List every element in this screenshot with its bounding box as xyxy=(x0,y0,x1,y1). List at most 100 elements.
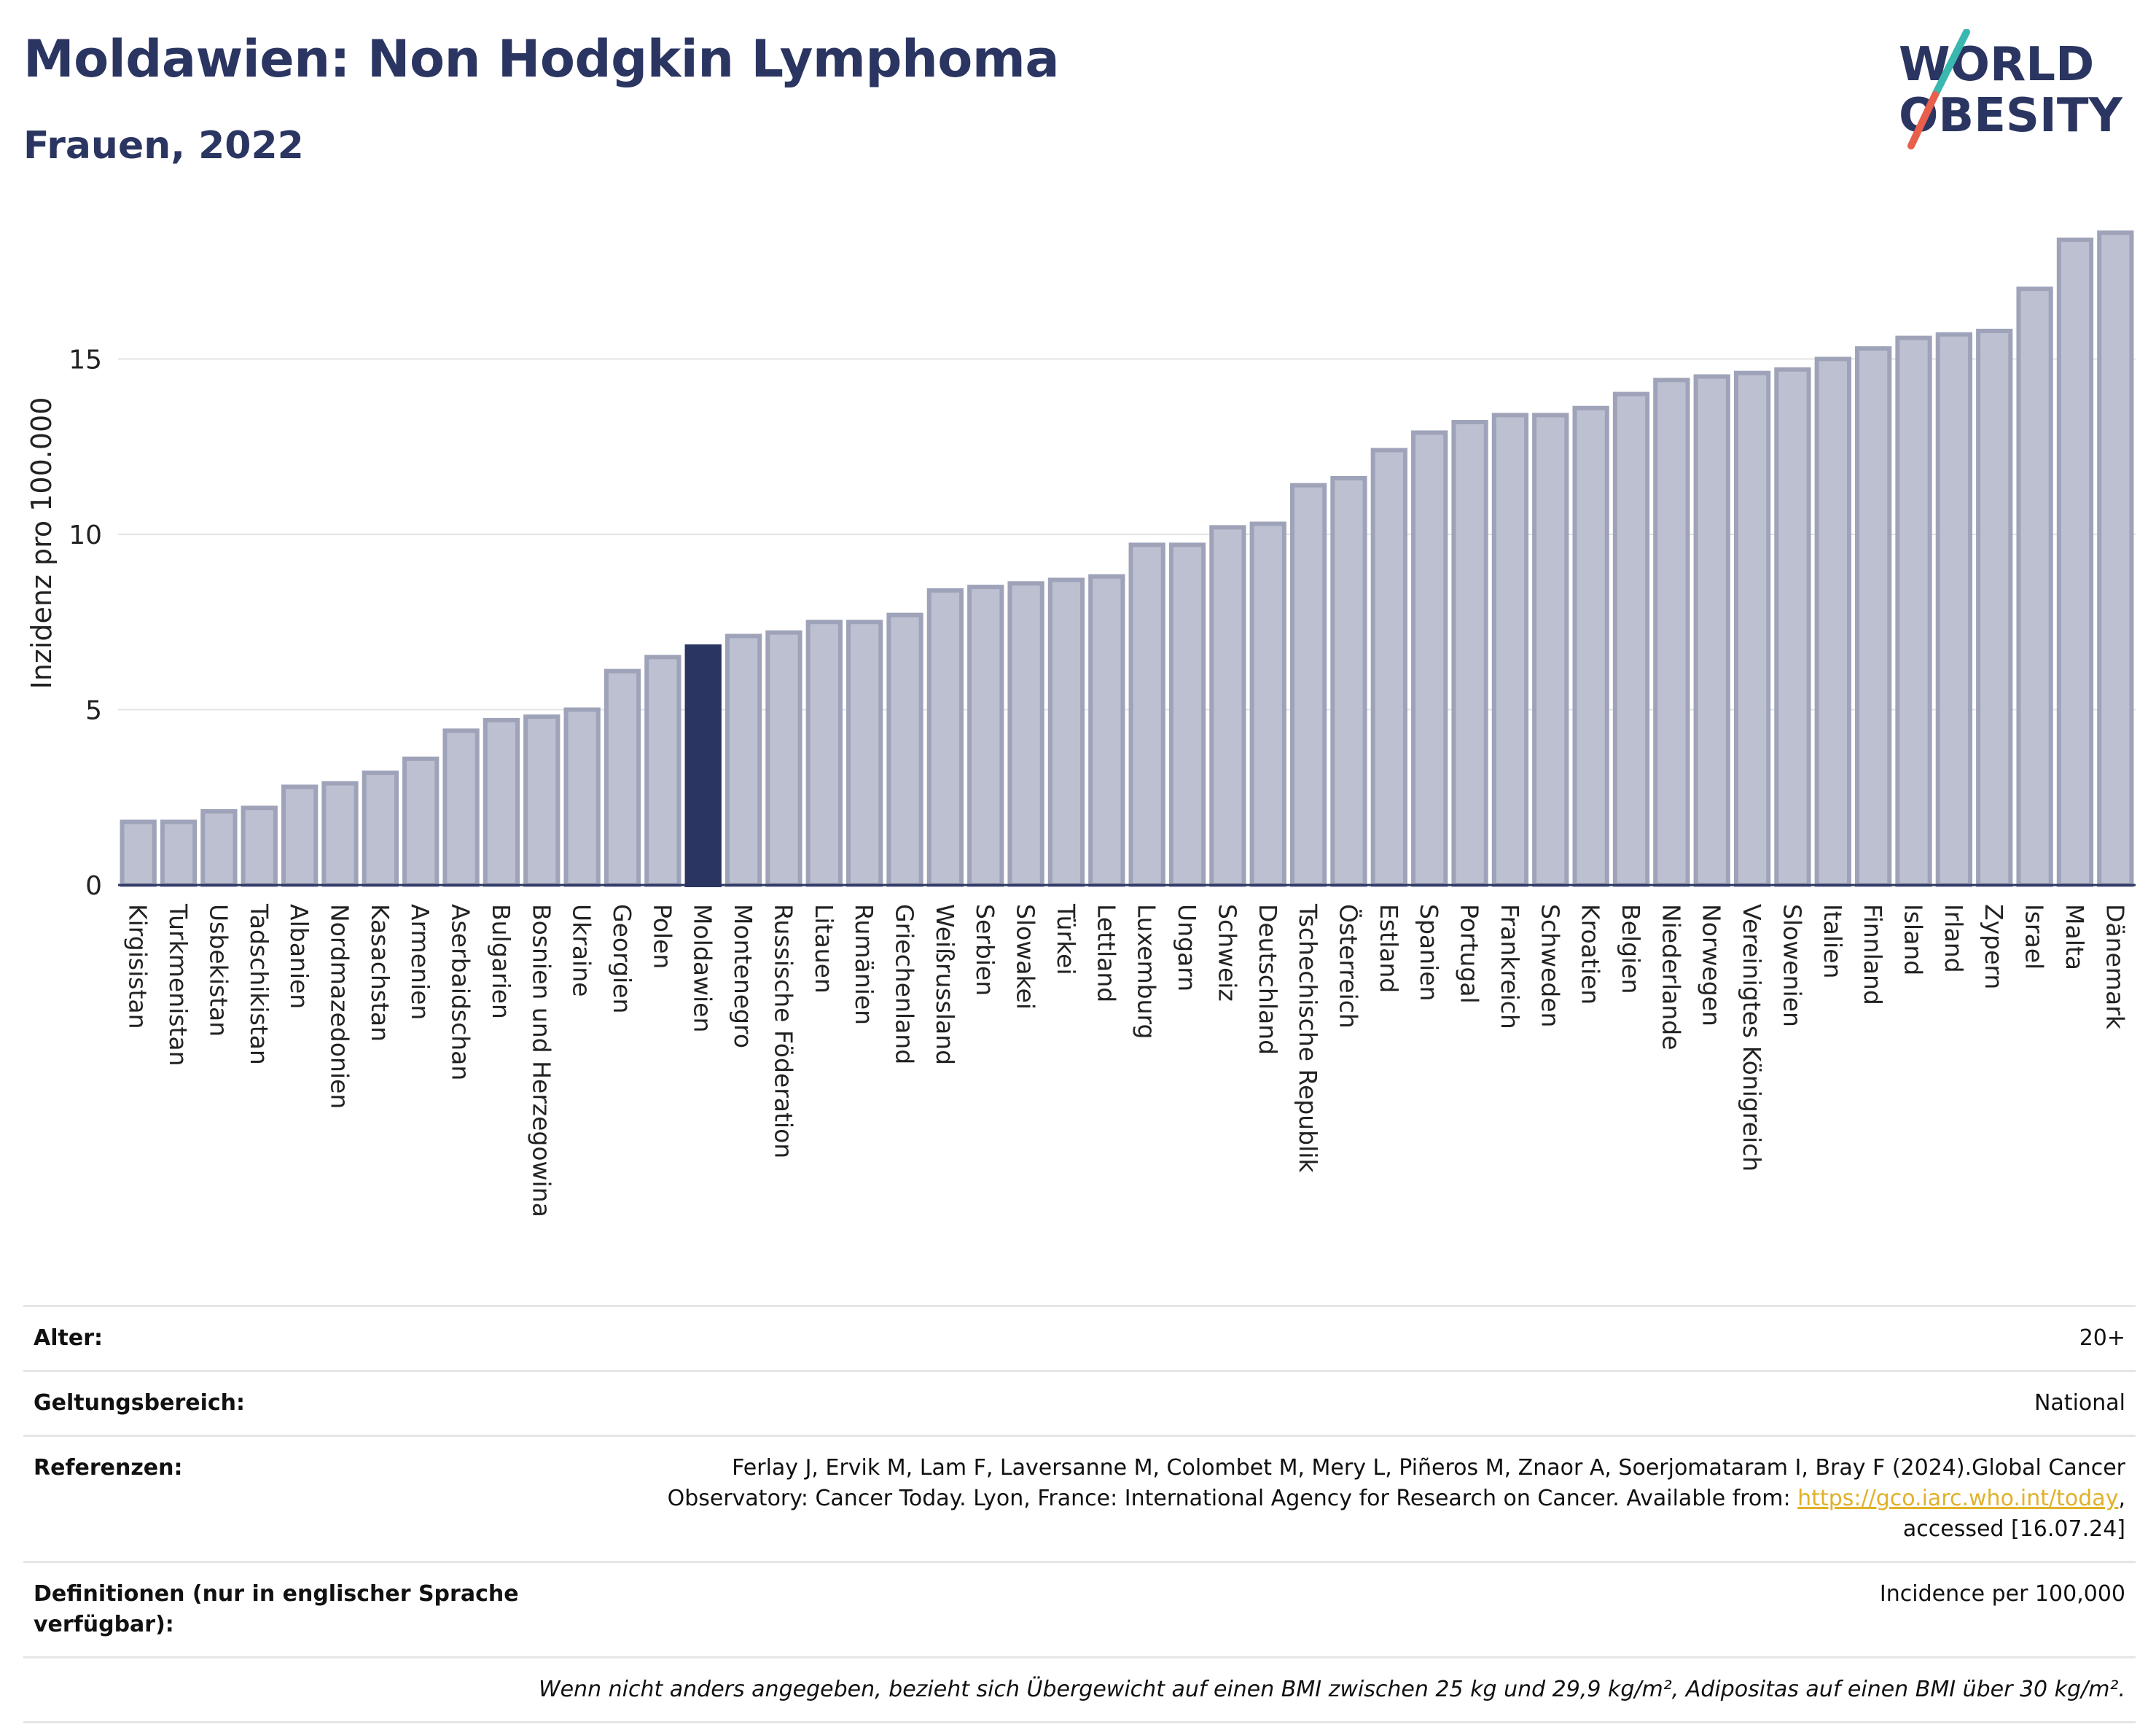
bar xyxy=(2097,230,2134,887)
x-tick-label: Ungarn xyxy=(1173,904,1201,991)
bar xyxy=(402,756,440,887)
x-tick-label: Kirgisistan xyxy=(124,904,152,1029)
bar xyxy=(1491,413,1529,887)
bar xyxy=(563,707,601,888)
x-tick-label: Portugal xyxy=(1456,904,1484,1004)
y-tick-label: 0 xyxy=(85,871,102,901)
info-row-age: Alter: 20+ xyxy=(23,1305,2136,1370)
x-tick-label: Deutschland xyxy=(1254,904,1282,1055)
bar-highlight xyxy=(684,644,722,887)
bar xyxy=(1532,413,1569,887)
bar xyxy=(1855,346,1892,887)
x-tick-label: Vereinigtes Königreich xyxy=(1738,904,1766,1171)
references-text-4: accessed [16.07.24] xyxy=(1902,1516,2125,1542)
bar xyxy=(1047,577,1085,887)
x-tick-label: Griechenland xyxy=(891,904,919,1064)
bar xyxy=(1007,581,1044,887)
y-tick-label: 5 xyxy=(85,695,102,725)
x-tick-label: Usbekistan xyxy=(204,904,233,1037)
bar xyxy=(160,819,198,887)
info-table: Alter: 20+ Geltungsbereich: National Ref… xyxy=(23,1305,2136,1723)
x-tick-label: Slowenien xyxy=(1778,904,1806,1027)
references-text-2: Observatory: Cancer Today. Lyon, France:… xyxy=(667,1486,1798,1511)
bar xyxy=(483,717,520,888)
x-tick-label: Kasachstan xyxy=(366,904,394,1042)
info-row-note: Wenn nicht anders angegeben, bezieht sic… xyxy=(23,1656,2136,1723)
x-tick-label: Serbien xyxy=(971,904,999,996)
bar xyxy=(281,784,319,888)
x-tick-label: Dänemark xyxy=(2101,904,2129,1030)
bar xyxy=(886,612,923,887)
bar xyxy=(1653,378,1690,887)
scope-label: Geltungsbereich: xyxy=(34,1390,246,1416)
x-tick-label: Armenien xyxy=(406,904,434,1020)
bar xyxy=(1411,430,1448,887)
x-tick-label: Türkei xyxy=(1052,903,1080,975)
bar xyxy=(1249,521,1286,888)
bar xyxy=(1209,525,1246,887)
bar xyxy=(442,728,480,888)
bar xyxy=(926,588,964,887)
axes: 0 5 10 15 Kirgisistan Turkmenistan Usbekistan T… xyxy=(69,345,2136,1217)
x-tick-label: Finnland xyxy=(1859,904,1887,1005)
x-tick-label: Niederlande xyxy=(1657,904,1685,1050)
x-tick-label: Irland xyxy=(1940,904,1968,973)
bars xyxy=(120,230,2134,888)
x-tick-label: Norwegen xyxy=(1698,904,1726,1026)
x-tick-label: Island xyxy=(1899,904,1928,975)
scope-value: National xyxy=(2034,1390,2125,1416)
bar xyxy=(1693,374,1730,887)
y-tick-label: 10 xyxy=(69,520,102,550)
x-tick-label: Georgien xyxy=(608,904,636,1013)
footnote: Wenn nicht anders angegeben, bezieht sic… xyxy=(538,1677,2125,1702)
age-value: 20+ xyxy=(2079,1325,2125,1351)
bar xyxy=(1895,335,1932,887)
x-tick-label: Israel xyxy=(2020,904,2049,970)
logo-text-world: WORLD xyxy=(1899,38,2094,92)
x-tick-label: Belgien xyxy=(1617,904,1645,994)
bar xyxy=(644,655,681,887)
bar xyxy=(241,806,278,888)
bar xyxy=(1935,332,1973,887)
x-tick-label: Spanien xyxy=(1415,904,1443,1001)
x-tick-label: Österreich xyxy=(1334,904,1363,1029)
x-tick-label: Zypern xyxy=(1980,904,2008,989)
x-tick-label: Luxemburg xyxy=(1133,904,1161,1039)
bar xyxy=(967,585,1004,888)
bar xyxy=(1814,356,1851,887)
info-row-scope: Geltungsbereich: National xyxy=(23,1370,2136,1435)
bar xyxy=(1976,328,2013,887)
chart-title: Moldawien: Non Hodgkin Lymphoma xyxy=(23,29,1060,89)
x-tick-label: Malta xyxy=(2061,904,2089,970)
bar xyxy=(1330,475,1367,887)
bar-chart: 0 5 10 15 Kirgisistan Turkmenistan Usbekistan T… xyxy=(26,230,2136,1217)
chart-subtitle: Frauen, 2022 xyxy=(23,124,304,168)
x-tick-label: Lettland xyxy=(1092,904,1120,1002)
bar xyxy=(523,714,561,887)
x-tick-label: Bosnien und Herzegowina xyxy=(527,904,555,1217)
x-tick-label: Aserbaidschan xyxy=(447,904,475,1080)
x-tick-label: Polen xyxy=(648,904,676,969)
x-tick-label: Frankreich xyxy=(1496,904,1524,1029)
bar xyxy=(1088,574,1125,888)
bar xyxy=(1128,542,1165,888)
x-tick-label: Bulgarien xyxy=(487,904,515,1019)
x-tick-label: Tadschikistan xyxy=(245,903,273,1065)
references-value: Ferlay J, Ervik M, Lam F, Laversanne M, … xyxy=(544,1453,2125,1545)
bar xyxy=(724,633,762,887)
logo-slash-teal xyxy=(1932,29,1970,98)
bar xyxy=(1289,483,1327,887)
bar xyxy=(765,630,802,887)
x-tick-label: Moldawien xyxy=(689,904,717,1032)
bar xyxy=(120,819,157,887)
bar xyxy=(1733,370,1771,887)
info-row-definitions: Definitionen (nur in englischer Sprache … xyxy=(23,1561,2136,1656)
x-tick-label: Tschechische Republik xyxy=(1294,903,1322,1173)
references-link[interactable]: https://gco.iarc.who.int/today xyxy=(1797,1486,2119,1511)
bar xyxy=(846,620,883,887)
age-label: Alter: xyxy=(34,1325,103,1351)
bar xyxy=(604,668,641,888)
x-tick-label: Schweden xyxy=(1536,904,1564,1027)
x-tick-label: Rumänien xyxy=(850,904,878,1025)
bar xyxy=(1612,391,1650,887)
